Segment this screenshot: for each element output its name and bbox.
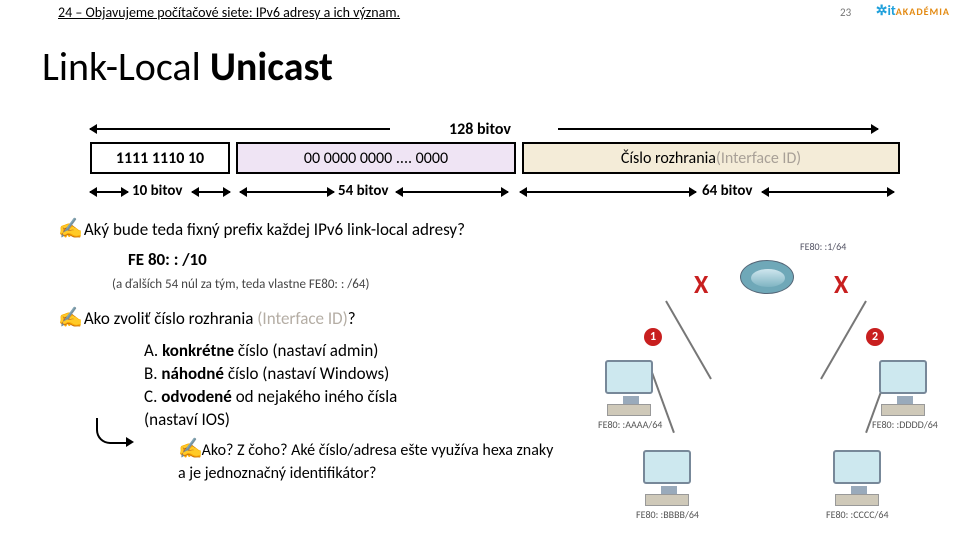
arrow-icon xyxy=(90,191,128,193)
q2-b: (Interface ID) xyxy=(257,308,348,329)
x-icon: X xyxy=(694,268,708,300)
options: A. konkrétne číslo (nastaví admin) B. ná… xyxy=(144,340,578,432)
body-text: ✍ Aký bude teda fixný prefix každej IPv6… xyxy=(58,216,578,485)
arrow-icon xyxy=(240,191,334,193)
pc-a-addr: FE80: :AAAA/64 xyxy=(598,418,660,431)
gear-icon: ✲ xyxy=(876,2,888,19)
address-structure: 1111 1110 10 00 0000 0000 .... 0000 Čísl… xyxy=(90,142,900,174)
size-10: 10 bitov xyxy=(132,182,183,200)
question-1: ✍ Aký bude teda fixný prefix každej IPv6… xyxy=(58,216,578,243)
page-number: 23 xyxy=(840,6,851,19)
header: 24 – Objavujeme počítačové siete: IPv6 a… xyxy=(0,0,960,28)
opt-a-bold: konkrétne xyxy=(162,340,234,361)
arrow-icon xyxy=(192,191,230,193)
zeros-box: 00 0000 0000 .... 0000 xyxy=(236,142,516,174)
monitor-icon xyxy=(643,450,691,484)
q2-a: Ako zvoliť číslo rozhrania xyxy=(84,308,257,329)
pc-d-addr: FE80: :DDDD/64 xyxy=(872,418,934,431)
opt-a-pre: A. xyxy=(144,340,162,361)
chapter-title: 24 – Objavujeme počítačové siete: IPv6 a… xyxy=(58,4,400,21)
arrow-icon xyxy=(520,191,696,193)
opt-c2: (nastaví IOS) xyxy=(144,409,578,432)
slide-title: Link-Local Unicast xyxy=(42,42,333,91)
size-54: 54 bitov xyxy=(338,182,389,200)
logo: ✲itAKADÉMIA xyxy=(876,2,950,19)
prefix-box: 1111 1110 10 xyxy=(90,142,230,174)
logo-akad: AKADÉMIA xyxy=(896,5,950,18)
pc-b: FE80: :BBBB/64 xyxy=(636,450,698,521)
opt-c: C. odvodené od nejakého iného čísla xyxy=(144,386,578,409)
sub-question: ✍ Ako? Z čoho? Aké číslo/adresa ešte vyu… xyxy=(178,436,558,485)
link-line xyxy=(820,301,867,380)
x-icon: X xyxy=(834,268,848,300)
link-line xyxy=(665,301,712,380)
hand-icon: ✍ xyxy=(178,436,198,463)
arrow-icon xyxy=(96,418,126,444)
opt-c-bold: odvodené xyxy=(161,386,232,407)
title-thin: Link-Local xyxy=(42,42,210,91)
hand-icon: ✍ xyxy=(58,216,80,243)
pc-a: FE80: :AAAA/64 xyxy=(598,360,660,431)
size-labels: 10 bitov 54 bitov 64 bitov xyxy=(90,182,900,204)
iid-label-en: (Interface ID) xyxy=(716,149,801,168)
question-2: ✍ Ako zvoliť číslo rozhrania (Interface … xyxy=(58,305,578,332)
router-addr: FE80: :1/64 xyxy=(800,240,846,253)
rule-right xyxy=(558,128,878,130)
opt-b-bold: náhodné xyxy=(161,363,224,384)
logo-it: it xyxy=(887,2,895,19)
pc-d: FE80: :DDDD/64 xyxy=(872,360,934,431)
interface-id-box: Číslo rozhrania (Interface ID) xyxy=(522,142,900,174)
opt-a: A. konkrétne číslo (nastaví admin) xyxy=(144,340,578,363)
monitor-icon xyxy=(879,360,927,394)
opt-a-post: číslo (nastaví admin) xyxy=(234,340,378,361)
opt-b-pre: B. xyxy=(144,363,161,384)
arrow-icon xyxy=(396,191,508,193)
subq-1: Ako? Z čoho? xyxy=(202,441,288,460)
q2-c: ? xyxy=(348,308,356,329)
size-64: 64 bitov xyxy=(702,182,753,200)
arrow-icon xyxy=(762,191,894,193)
pc-c: FE80: :CCCC/64 xyxy=(826,450,888,521)
monitor-icon xyxy=(605,360,653,394)
pc-b-addr: FE80: :BBBB/64 xyxy=(636,508,698,521)
q1-text: Aký bude teda fixný prefix každej IPv6 l… xyxy=(84,219,465,240)
opt-b-post: číslo (nastaví Windows) xyxy=(224,363,389,384)
pc-base-icon xyxy=(607,404,651,416)
lan-badge-2: 2 xyxy=(866,328,884,346)
note-text: (a ďalších 54 núl za tým, teda vlastne F… xyxy=(112,276,578,294)
pc-base-icon xyxy=(645,494,689,506)
opt-c-pre: C. xyxy=(144,386,161,407)
opt-c-post: od nejakého iného čísla xyxy=(232,386,397,407)
opt-b: B. náhodné číslo (nastaví Windows) xyxy=(144,363,578,386)
answer-fe80: FE 80: : /10 xyxy=(128,249,578,272)
lan-badge-1: 1 xyxy=(644,328,662,346)
network-diagram: FE80: :1/64 X X 1 2 FE80: :AAAA/64 FE80:… xyxy=(590,236,940,516)
pc-c-addr: FE80: :CCCC/64 xyxy=(826,508,888,521)
pc-base-icon xyxy=(881,404,925,416)
pc-base-icon xyxy=(835,494,879,506)
monitor-icon xyxy=(833,450,881,484)
hand-icon: ✍ xyxy=(58,305,80,332)
router-icon xyxy=(740,260,794,294)
title-bold: Unicast xyxy=(210,42,333,91)
slide: 24 – Objavujeme počítačové siete: IPv6 a… xyxy=(0,0,960,540)
iid-label: Číslo rozhrania xyxy=(621,149,716,168)
